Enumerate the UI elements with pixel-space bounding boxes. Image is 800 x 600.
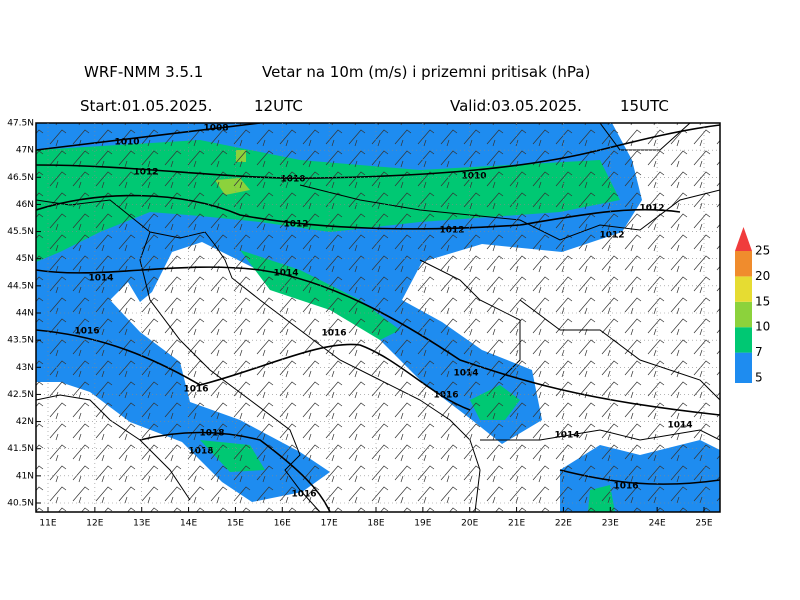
start-date: Start:01.05.2025. <box>80 97 212 115</box>
isobar-label: 1014 <box>554 431 579 441</box>
colorbar-label: 10 <box>755 320 770 334</box>
colorbar-label: 20 <box>755 269 770 283</box>
colorbar-label: 25 <box>755 244 770 258</box>
lon-label: 22E <box>555 519 572 529</box>
colorbar-segment <box>735 251 752 277</box>
lon-label: 24E <box>649 519 666 529</box>
isobar-label: 1016 <box>74 327 99 337</box>
generated: 47.5N 47N 46.5N 46N 45.5N 45N 44.5N 44N 43.5N 43N… <box>7 119 770 529</box>
isobars <box>36 123 720 512</box>
colorbar-label: 7 <box>755 345 763 359</box>
valid-time: 15UTC <box>620 97 669 115</box>
colorbar-segment <box>735 327 752 353</box>
isobar-label: 1010 <box>461 172 486 182</box>
map-title: Vetar na 10m (m/s) i prizemni pritisak (… <box>262 63 590 81</box>
lat-label: 42N <box>16 417 34 427</box>
lat-label: 42.5N <box>7 390 34 400</box>
isobar-label: 1016 <box>183 385 208 395</box>
isobar-label: 1014 <box>273 269 298 279</box>
lon-label: 19E <box>414 519 431 529</box>
isobar-label: 1012 <box>599 231 624 241</box>
isobar-label: 1010 <box>114 138 139 148</box>
isobar-label: 1012 <box>639 204 664 214</box>
lat-label: 41.5N <box>7 444 34 454</box>
isobar-label: 1014 <box>88 274 113 284</box>
isobar-label: 1018 <box>188 447 213 457</box>
lat-label: 46.5N <box>7 173 34 183</box>
lat-label: 45.5N <box>7 227 34 237</box>
lat-label: 46N <box>16 200 34 210</box>
lat-label: 43N <box>16 363 34 373</box>
isobar-labels: 1008 1010 1012 1010 1010 1012 1012 1012 … <box>74 124 692 500</box>
lat-label: 43.5N <box>7 336 34 346</box>
lat-label: 41N <box>16 471 34 481</box>
isobar-label: 1018 <box>199 429 224 439</box>
lat-label: 47N <box>16 146 34 156</box>
lon-label: 13E <box>133 519 150 529</box>
start-time: 12UTC <box>254 97 303 115</box>
lat-label: 45N <box>16 254 34 264</box>
lon-label: 15E <box>227 519 244 529</box>
lon-label: 20E <box>461 519 478 529</box>
colorbar-label: 5 <box>755 371 763 385</box>
lon-label: 18E <box>367 519 384 529</box>
lon-label: 11E <box>39 519 56 529</box>
lon-label: 16E <box>274 519 291 529</box>
isobar-label: 1016 <box>613 482 638 492</box>
model-name: WRF-NMM 3.5.1 <box>84 63 203 81</box>
lat-label: 44.5N <box>7 281 34 291</box>
lon-label: 23E <box>602 519 619 529</box>
colorbar-segment <box>735 301 752 328</box>
colorbar-arrow <box>735 227 752 251</box>
lon-label: 17E <box>321 519 338 529</box>
lat-label: 40.5N <box>7 499 34 509</box>
isobar-label: 1014 <box>667 421 692 431</box>
isobar-label: 1012 <box>439 226 464 236</box>
isobar-label: 1016 <box>321 329 346 339</box>
lon-label: 25E <box>695 519 712 529</box>
lon-label: 14E <box>180 519 197 529</box>
lon-label: 12E <box>86 519 103 529</box>
isobar-label: 1010 <box>280 175 305 185</box>
colorbar-segment <box>735 276 752 302</box>
colorbar-bottom <box>735 378 752 383</box>
isobar-label: 1016 <box>291 490 316 500</box>
colorbar-label: 15 <box>755 294 770 308</box>
colorbar-segment <box>735 352 752 378</box>
isobar-label: 1008 <box>203 124 228 134</box>
map-area <box>36 123 720 512</box>
isobar-label: 1012 <box>283 220 308 230</box>
lat-label: 44N <box>16 309 34 319</box>
lon-label: 21E <box>508 519 525 529</box>
isobar-label: 1014 <box>453 369 478 379</box>
isobar-label: 1012 <box>133 168 158 178</box>
lat-label: 47.5N <box>7 119 34 129</box>
valid-date: Valid:03.05.2025. <box>450 97 582 115</box>
isobar-label: 1016 <box>433 391 458 401</box>
map-frame <box>35 122 721 513</box>
